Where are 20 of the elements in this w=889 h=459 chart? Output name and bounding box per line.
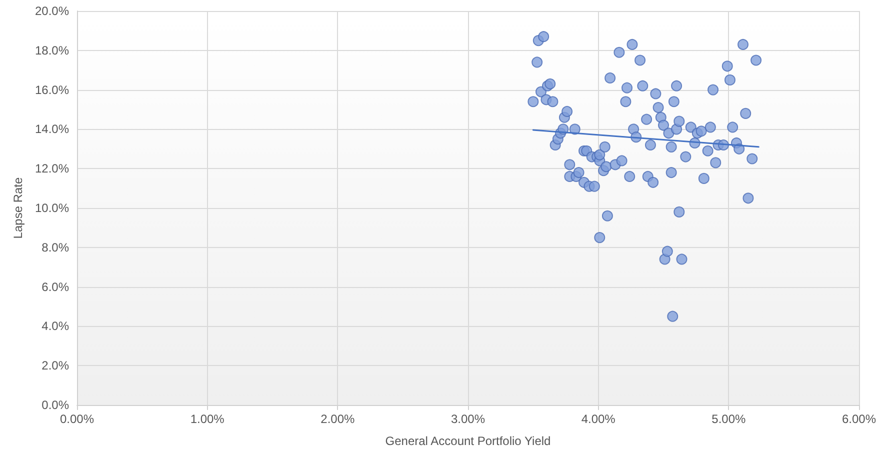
y-tick-label: 4.0% [42,319,70,334]
y-tick-label: 2.0% [42,358,70,373]
y-tick-label: 6.0% [42,280,70,294]
y-tick-label: 0.0% [42,398,70,412]
y-tick-label: 16.0% [34,82,70,97]
x-tick-label: 1.00% [190,412,225,426]
y-tick-label: 18.0% [34,43,70,58]
y-tick-label: 10.0% [34,201,70,215]
x-tick-label: 3.00% [450,412,486,426]
x-axis-title: General Account Portfolio Yield [385,434,551,448]
x-tick-label: 0.00% [60,412,94,426]
x-tick-label: 6.00% [842,412,876,426]
y-tick-label: 8.0% [42,240,70,254]
y-tick-label: 20.0% [34,4,70,18]
x-tick-label: 5.00% [712,412,746,426]
x-tick-label: 2.00% [320,412,356,426]
y-axis-title: Lapse Rate [11,176,26,239]
y-tick-label: 14.0% [34,122,70,136]
x-tick-label: 4.00% [581,412,616,426]
y-tick-label: 12.0% [34,162,70,176]
